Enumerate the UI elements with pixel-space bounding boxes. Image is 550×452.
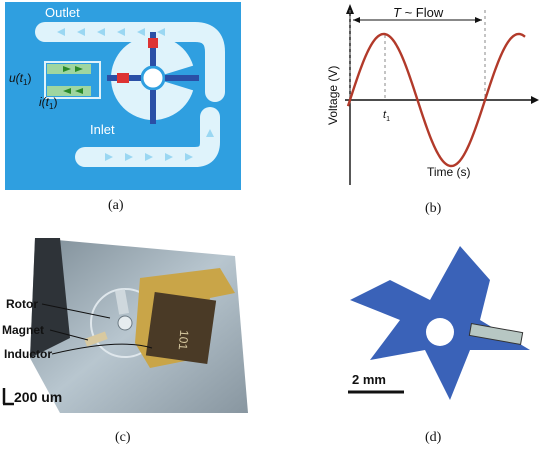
rotor-blade-top <box>150 32 156 66</box>
caption-d: (d) <box>425 430 442 445</box>
period-arrow-left <box>353 17 360 23</box>
y-axis-label: Voltage (V) <box>326 66 340 125</box>
caption-b: (b) <box>425 201 442 216</box>
scale-label-d: 2 mm <box>352 372 386 387</box>
rotor-blade-right <box>165 75 199 81</box>
magnet-photo <box>84 331 108 347</box>
period-arrow-right <box>475 17 482 23</box>
caption-c: (c) <box>115 430 131 445</box>
outlet-flow-arrows <box>57 28 165 36</box>
chip-marking: 101 <box>176 329 192 350</box>
rotor-blade-bottom <box>150 90 156 124</box>
dark-edge <box>30 238 70 358</box>
rotor-center-hole <box>426 318 454 346</box>
rotor-hub <box>140 65 166 91</box>
magnet-left <box>117 73 129 83</box>
signal-arrows <box>63 66 83 94</box>
panel-b-voltage-plot: T ~ Flow Voltage (V) Time (s) t1 <box>326 4 539 185</box>
scale-label-c: 200 um <box>14 389 62 405</box>
i-t1-label: i(t1) <box>39 95 57 111</box>
x-axis-label: Time (s) <box>427 165 471 179</box>
outlet-label: Outlet <box>45 5 80 20</box>
inlet-flow-arrows <box>105 129 214 161</box>
outlet-channel <box>35 22 225 102</box>
caption-a: (a) <box>108 198 124 213</box>
rotor-label: Rotor <box>6 297 38 311</box>
rotor-hub-photo <box>117 315 133 331</box>
embedded-magnet <box>468 322 524 346</box>
panel-c-device-photo: 101 Rotor Magnet Inductor 200 um <box>0 238 250 413</box>
inlet-label: Inlet <box>90 122 115 137</box>
panel-d-rotor-photo: 2 mm <box>348 246 530 400</box>
magnet-label: Magnet <box>2 323 44 337</box>
magnet-top <box>148 38 158 48</box>
rotor-leader <box>41 303 111 319</box>
inductor-chip <box>145 291 217 365</box>
panel-a-flow-sensor-diagram: Outlet Inlet u(t1) i(t1) <box>5 2 241 190</box>
rotor-blade-photo <box>114 289 130 315</box>
magnet-leader <box>49 329 89 341</box>
y-axis-arrow <box>346 4 354 14</box>
x-axis-arrow <box>531 96 539 104</box>
period-label: T ~ Flow <box>393 5 444 20</box>
t1-label: t1 <box>383 109 390 123</box>
inductor-label: Inductor <box>4 347 52 361</box>
u-t1-label: u(t1) <box>9 71 31 87</box>
inductor-leader <box>51 343 153 355</box>
inlet-channel <box>75 107 220 167</box>
voltage-sine-wave <box>346 32 526 168</box>
